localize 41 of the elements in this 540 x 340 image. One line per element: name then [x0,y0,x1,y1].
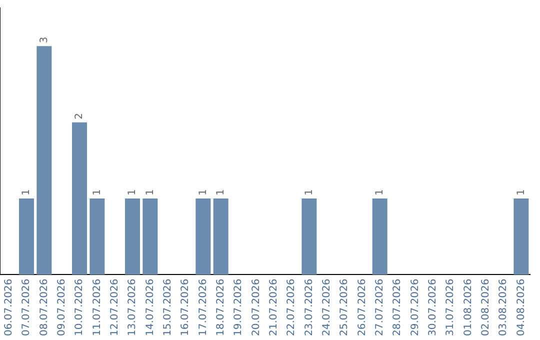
x-tick-label: 18.07.2026 [215,278,226,336]
x-tick-label: 29.07.2026 [410,278,421,336]
data-label: 1 [304,189,315,196]
data-label: 1 [516,189,527,196]
x-tick-label: 21.07.2026 [268,278,280,336]
data-label: 1 [21,189,32,196]
x-tick-label: 08.07.2026 [38,278,50,336]
x-tick-label: 30.07.2026 [427,278,438,336]
x-tick-label: 03.08.2026 [498,278,510,336]
x-tick-label: 28.07.2026 [392,278,404,336]
x-tick-label: 07.07.2026 [21,278,32,336]
x-tick-label: 23.07.2026 [304,278,315,336]
x-tick-label: 09.07.2026 [56,278,68,336]
data-label: 1 [127,189,138,196]
data-label: 1 [92,189,103,196]
x-tick-label: 12.07.2026 [109,278,120,336]
data-label: 2 [74,112,86,120]
x-tick-label: 17.07.2026 [198,278,209,336]
x-tick-label: 20.07.2026 [250,278,262,336]
data-label: 1 [374,189,386,196]
x-tick-label: 31.07.2026 [445,278,456,336]
x-tick-label: 16.07.2026 [180,278,192,336]
x-tick-label: 11.07.2026 [92,278,103,336]
x-tick-label: 25.07.2026 [339,278,350,336]
x-tick-label: 10.07.2026 [74,278,86,336]
data-label: 1 [215,189,226,196]
x-tick-label: 13.07.2026 [127,278,138,336]
x-tick-label: 04.08.2026 [516,278,527,336]
data-label: 1 [144,189,156,196]
x-tick-label: 01.08.2026 [462,278,474,336]
x-tick-label: 14.07.2026 [144,278,156,336]
data-label: 3 [38,36,50,44]
data-label: 1 [198,189,209,196]
x-tick-label: 06.07.2026 [3,278,14,336]
x-tick-label: 26.07.2026 [356,278,368,336]
x-tick-label: 22.07.2026 [286,278,298,336]
x-tick-label: 15.07.2026 [162,278,174,336]
x-tick-label: 24.07.2026 [321,278,332,336]
x-tick-label: 02.08.2026 [480,278,492,336]
x-tick-label: 27.07.2026 [374,278,386,336]
x-tick-label: 19.07.2026 [233,278,244,336]
